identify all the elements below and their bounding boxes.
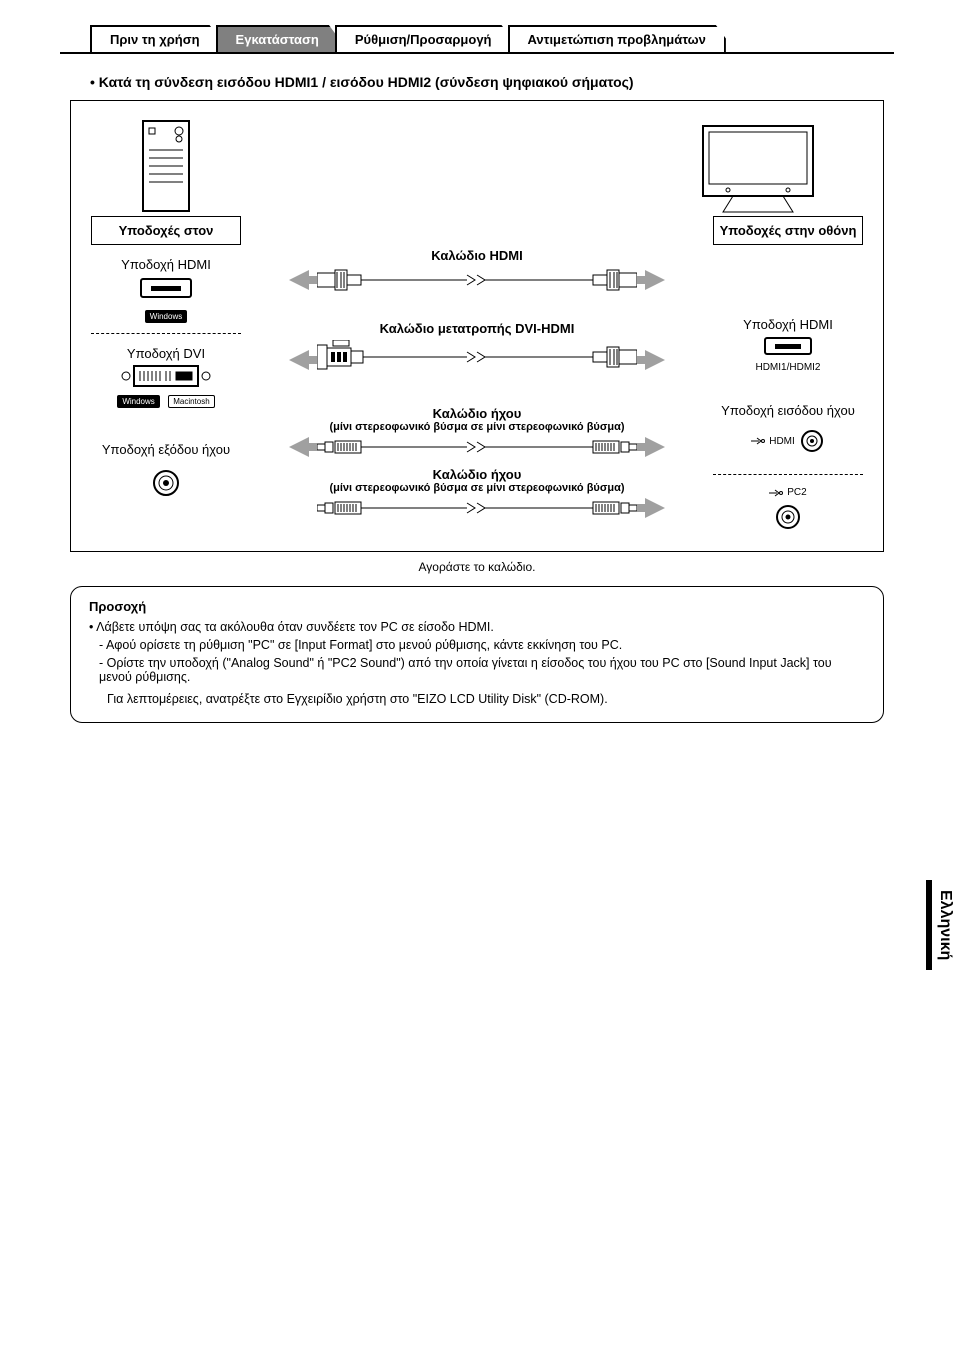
hdmi-socket-label: Υποδοχή HDMI <box>91 257 241 272</box>
os-badge-windows: Windows <box>145 310 187 323</box>
buy-cable-footnote: Αγοράστε το καλώδιο. <box>60 560 894 574</box>
tab-installation[interactable]: Εγκατάσταση <box>216 25 339 52</box>
hdmi-in-label: Υποδοχή HDMI <box>713 317 863 332</box>
notice-line-3: - Ορίστε την υποδοχή ("Analog Sound" ή "… <box>89 656 865 684</box>
hdmi-in-port-icon <box>753 334 823 360</box>
arrow-left-icon-2 <box>289 350 317 370</box>
audio-cable-icon-1 <box>317 437 637 457</box>
hdmi-audio-text: HDMI <box>769 436 795 447</box>
audio-out-label: Υποδοχή εξόδου ήχου <box>91 442 241 457</box>
notice-line-2: - Αφού ορίσετε τη ρύθμιση "PC" σε [Input… <box>89 638 865 652</box>
audio-jack-pc2-icon <box>773 502 803 532</box>
notice-title: Προσοχή <box>89 599 865 614</box>
monitor-icon <box>693 116 823 216</box>
audio-cable-sub-2: (μίνι στερεοφωνικό βύσμα σε μίνι στερεοφ… <box>247 482 707 494</box>
hdmi-port-icon <box>131 274 201 304</box>
os-badge-mac: Macintosh <box>168 395 214 408</box>
audio-cable-label-2: Καλώδιο ήχου <box>247 467 707 482</box>
nav-tabs: Πριν τη χρήση Εγκατάσταση Ρύθμιση/Προσαρ… <box>60 25 894 54</box>
arrow-right-icon <box>637 270 665 290</box>
audio-in-label: Υποδοχή εισόδου ήχου <box>713 403 863 418</box>
arrow-right-icon-4 <box>637 498 665 518</box>
tab-troubleshooting[interactable]: Αντιμετώπιση προβλημάτων <box>508 25 726 52</box>
connection-diagram: Υποδοχές στον Υποδοχή HDMI Windows Υποδο… <box>70 100 884 552</box>
arrow-left-icon <box>289 270 317 290</box>
audio-arrow-icon-2 <box>769 488 783 498</box>
hdmi-port-text: HDMI1/HDMI2 <box>713 362 863 373</box>
dvi-hdmi-cable-icon <box>317 340 637 380</box>
pc-tower-icon <box>131 116 201 216</box>
section-heading: • Κατά τη σύνδεση εισόδου HDMI1 / εισόδο… <box>90 74 894 90</box>
audio-arrow-icon <box>751 436 765 446</box>
tab-before-use[interactable]: Πριν τη χρήση <box>90 25 220 52</box>
arrow-left-icon-3 <box>289 437 317 457</box>
arrow-right-icon-2 <box>637 350 665 370</box>
monitor-sockets-label: Υποδοχές στην οθόνη <box>713 216 863 245</box>
hdmi-cable-icon <box>317 267 637 293</box>
audio-jack-icon <box>146 463 186 503</box>
audio-cable-sub-1: (μίνι στερεοφωνικό βύσμα σε μίνι στερεοφ… <box>247 421 707 433</box>
notice-box: Προσοχή • Λάβετε υπόψη σας τα ακόλουθα ό… <box>70 586 884 723</box>
tab-adjustment[interactable]: Ρύθμιση/Προσαρμογή <box>335 25 512 52</box>
pc2-text: PC2 <box>787 487 806 498</box>
notice-line-4: Για λεπτομέρειες, ανατρέξτε στο Εγχειρίδ… <box>89 692 865 706</box>
audio-jack-hdmi-icon <box>799 428 825 454</box>
notice-line-1: • Λάβετε υπόψη σας τα ακόλουθα όταν συνδ… <box>89 620 865 634</box>
dvi-port-icon <box>116 363 216 389</box>
language-side-tab: Eλληνική <box>926 880 954 970</box>
os-badge-windows-2: Windows <box>117 395 159 408</box>
hdmi-cable-label: Καλώδιο HDMI <box>247 248 707 263</box>
audio-cable-icon-2 <box>317 498 637 518</box>
dvi-socket-label: Υποδοχή DVI <box>91 346 241 361</box>
pc-sockets-label: Υποδοχές στον <box>91 216 241 245</box>
audio-cable-label-1: Καλώδιο ήχου <box>247 406 707 421</box>
arrow-right-icon-3 <box>637 437 665 457</box>
dvi-hdmi-cable-label: Καλώδιο μετατροπής DVI-HDMI <box>247 321 707 336</box>
